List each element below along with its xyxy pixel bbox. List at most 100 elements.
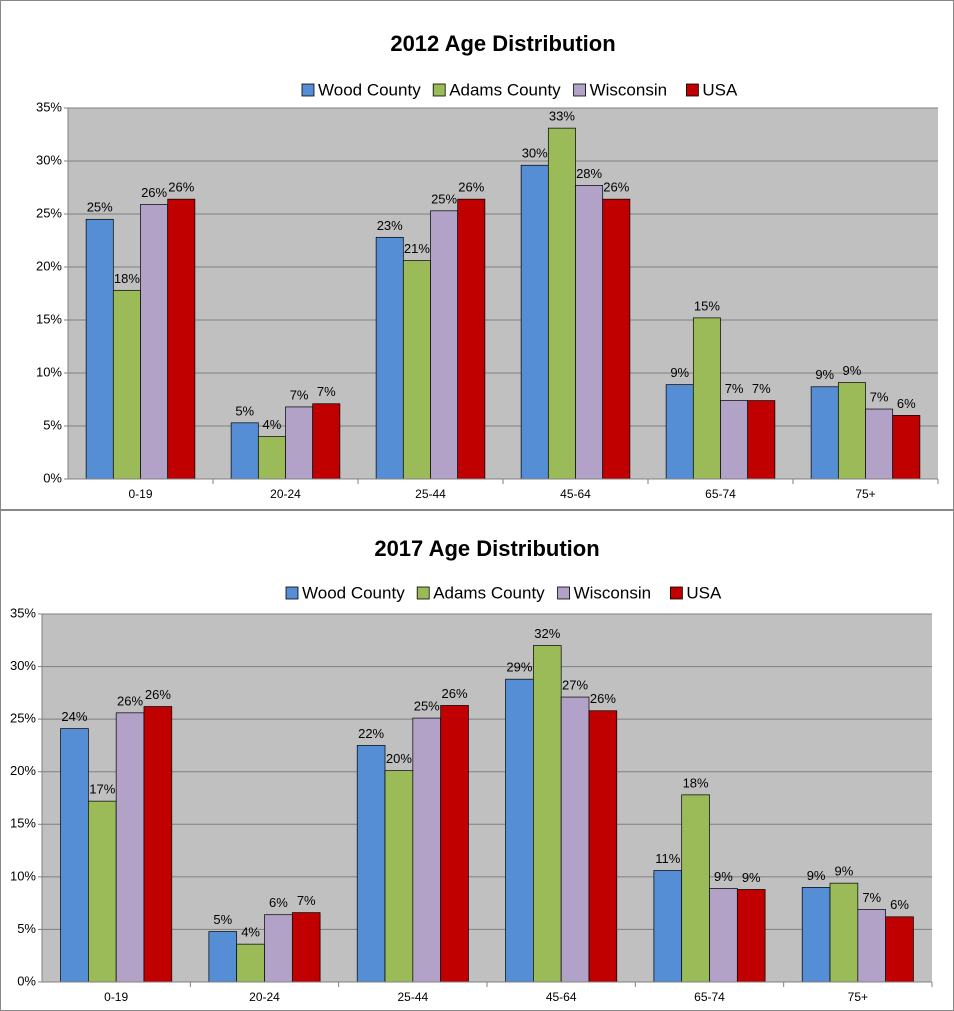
y-tick-label: 5% xyxy=(17,921,36,936)
bar xyxy=(230,422,259,480)
legend-label: Wood County xyxy=(302,583,405,602)
bar xyxy=(85,218,114,480)
legend-swatch xyxy=(285,586,299,600)
bar xyxy=(402,260,431,480)
data-label: 27% xyxy=(562,678,588,693)
data-label: 7% xyxy=(290,387,309,402)
y-tick-label: 30% xyxy=(10,658,36,673)
legend-swatch xyxy=(557,586,570,600)
data-label: 6% xyxy=(269,895,288,910)
bar xyxy=(143,706,173,983)
legend-label: Adams County xyxy=(433,583,545,602)
legend-label: Wood County xyxy=(318,80,421,99)
data-label: 22% xyxy=(358,726,384,741)
y-tick-label: 5% xyxy=(43,417,62,432)
data-label: 6% xyxy=(897,396,916,411)
chart-title: 2017 Age Distribution xyxy=(374,536,599,561)
y-tick-label: 10% xyxy=(36,364,62,379)
bar xyxy=(892,415,921,480)
y-tick-label: 15% xyxy=(10,816,36,831)
bar xyxy=(88,800,117,983)
bar xyxy=(505,678,534,983)
x-tick-label: 25-44 xyxy=(415,487,446,501)
data-label: 26% xyxy=(603,180,629,195)
bar xyxy=(60,728,89,983)
bar xyxy=(602,198,631,480)
y-tick-label: 15% xyxy=(36,311,62,326)
y-tick-label: 0% xyxy=(17,973,36,988)
data-label: 25% xyxy=(87,200,113,215)
data-label: 15% xyxy=(694,298,720,313)
data-label: 7% xyxy=(297,893,316,908)
x-tick-label: 20-24 xyxy=(270,487,301,501)
bar xyxy=(665,384,694,480)
legend-swatch xyxy=(416,586,430,600)
data-label: 23% xyxy=(377,218,403,233)
bar xyxy=(829,882,859,983)
legend-swatch xyxy=(301,83,315,97)
bar xyxy=(837,382,866,480)
x-tick-label: 25-44 xyxy=(397,990,428,1004)
chart: 2012 Age Distribution Wood County Adams Co… xyxy=(0,0,954,510)
y-tick-label: 35% xyxy=(36,99,62,114)
y-tick-label: 0% xyxy=(43,470,62,485)
bar xyxy=(457,198,486,480)
legend-swatch xyxy=(686,83,699,97)
data-label: 18% xyxy=(683,775,709,790)
legend-swatch xyxy=(432,83,446,97)
bar xyxy=(560,696,590,983)
legend-label: Wisconsin xyxy=(574,583,651,602)
plot-area xyxy=(42,614,932,982)
bar xyxy=(692,317,721,480)
data-label: 26% xyxy=(590,691,616,706)
legend-label: USA xyxy=(702,80,738,99)
legend-label: Adams County xyxy=(449,80,561,99)
bar xyxy=(440,705,469,983)
data-label: 30% xyxy=(522,146,548,161)
plot-area xyxy=(68,108,938,479)
bar xyxy=(575,185,604,480)
data-label: 9% xyxy=(815,367,834,382)
x-tick-label: 45-64 xyxy=(560,487,591,501)
data-label: 9% xyxy=(714,869,733,884)
data-label: 5% xyxy=(235,403,254,418)
bar xyxy=(533,645,562,983)
bar xyxy=(236,943,265,983)
y-tick-label: 20% xyxy=(36,258,62,273)
x-tick-label: 65-74 xyxy=(705,487,736,501)
bar xyxy=(709,888,738,983)
legend-swatch xyxy=(670,586,683,600)
y-tick-label: 25% xyxy=(10,711,36,726)
data-label: 9% xyxy=(843,363,862,378)
legend-swatch xyxy=(573,83,586,97)
data-label: 29% xyxy=(506,660,532,675)
bar xyxy=(312,403,341,480)
bar xyxy=(167,198,196,480)
data-label: 11% xyxy=(655,851,680,866)
data-label: 9% xyxy=(835,864,854,879)
bar xyxy=(801,887,831,983)
bar xyxy=(588,710,618,983)
data-label: 20% xyxy=(386,751,412,766)
legend-label: USA xyxy=(686,583,722,602)
data-label: 25% xyxy=(414,699,440,714)
x-tick-label: 0-19 xyxy=(104,990,128,1004)
data-label: 5% xyxy=(213,912,232,927)
bar xyxy=(375,236,404,480)
bar xyxy=(140,204,169,480)
y-tick-label: 10% xyxy=(10,868,36,883)
bar xyxy=(264,914,293,983)
x-tick-label: 20-24 xyxy=(249,990,280,1004)
bar xyxy=(285,406,314,480)
chart-title: 2012 Age Distribution xyxy=(390,31,615,56)
data-label: 24% xyxy=(61,709,87,724)
data-label: 6% xyxy=(890,897,909,912)
data-label: 28% xyxy=(576,166,602,181)
data-label: 9% xyxy=(670,365,689,380)
data-label: 7% xyxy=(862,890,881,905)
bar xyxy=(547,127,576,480)
y-tick-label: 35% xyxy=(10,605,36,620)
bar xyxy=(885,916,914,983)
y-tick-label: 25% xyxy=(36,205,62,220)
